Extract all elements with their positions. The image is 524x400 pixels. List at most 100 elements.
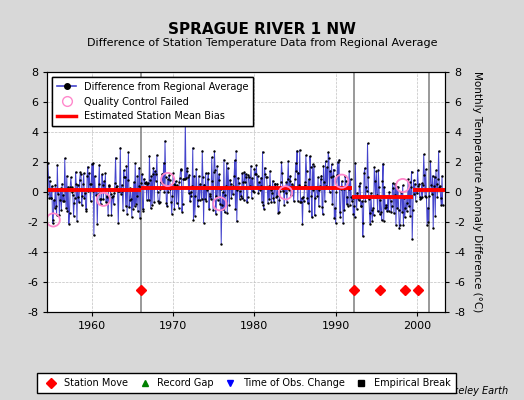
Point [189, 145, 197, 151]
Point [228, 191, 237, 198]
Point [418, 180, 426, 186]
Point [394, 184, 402, 190]
Point [80, 170, 88, 176]
Point [223, 209, 232, 216]
Point [47, 195, 56, 202]
Point [293, 198, 302, 204]
Point [402, 192, 410, 199]
Point [339, 220, 347, 227]
Point [287, 192, 295, 198]
Legend: Station Move, Record Gap, Time of Obs. Change, Empirical Break: Station Move, Record Gap, Time of Obs. C… [37, 374, 456, 393]
Point [136, 184, 145, 190]
Point [113, 182, 121, 189]
Point [212, 211, 220, 217]
Point [298, 221, 307, 228]
Point [130, 203, 139, 209]
Point [214, 197, 222, 203]
Point [54, 191, 62, 197]
Point [383, 208, 391, 215]
Point [43, 191, 51, 198]
Point [227, 195, 236, 201]
Point [200, 181, 209, 188]
Point [279, 187, 287, 194]
Point [151, 168, 159, 174]
Point [321, 158, 330, 164]
Point [245, 185, 254, 191]
Point [286, 178, 294, 184]
Point [134, 208, 142, 215]
Point [319, 211, 327, 218]
Point [376, 196, 385, 203]
Point [309, 186, 318, 193]
Point [112, 184, 121, 190]
Point [181, 118, 190, 124]
Point [325, 189, 334, 195]
Point [254, 190, 263, 196]
Point [353, 190, 362, 196]
Point [64, 183, 72, 190]
Point [408, 236, 417, 242]
Point [210, 148, 219, 154]
Point [356, 180, 364, 187]
Point [176, 175, 184, 181]
Point [239, 196, 248, 203]
Point [433, 194, 441, 200]
Point [252, 170, 260, 177]
Point [261, 174, 270, 180]
Point [302, 152, 310, 159]
Point [332, 189, 341, 196]
Point [118, 188, 126, 194]
Point [225, 202, 234, 208]
Point [326, 168, 334, 174]
Point [305, 207, 313, 214]
Point [272, 193, 280, 200]
Point [50, 204, 59, 211]
Point [101, 170, 110, 177]
Point [152, 152, 161, 158]
Point [248, 175, 257, 182]
Point [422, 194, 431, 200]
Point [276, 188, 285, 195]
Point [99, 181, 107, 188]
Point [177, 166, 185, 172]
Point [388, 180, 397, 187]
Point [187, 189, 195, 195]
Point [179, 176, 188, 182]
Point [300, 198, 308, 204]
Point [322, 183, 331, 189]
Point [379, 218, 388, 224]
Point [129, 179, 138, 185]
Point [271, 180, 280, 187]
Point [177, 166, 185, 173]
Point [381, 202, 390, 208]
Point [316, 176, 325, 182]
Point [279, 185, 288, 191]
Point [245, 174, 253, 180]
Point [419, 182, 427, 188]
Point [68, 184, 76, 190]
Point [173, 182, 181, 188]
Point [231, 206, 239, 212]
Point [50, 197, 58, 203]
Point [83, 173, 91, 179]
Point [284, 158, 292, 164]
Point [79, 181, 87, 188]
Point [416, 196, 424, 202]
Point [311, 212, 319, 218]
Point [216, 200, 224, 207]
Point [249, 188, 258, 195]
Point [204, 170, 213, 176]
Point [277, 159, 286, 166]
Point [402, 208, 411, 214]
Point [244, 172, 253, 178]
Point [88, 160, 96, 167]
Point [351, 214, 359, 220]
Point [140, 180, 149, 186]
Point [46, 195, 54, 201]
Point [428, 191, 436, 197]
Point [189, 217, 198, 223]
Point [413, 190, 421, 196]
Point [173, 184, 182, 190]
Point [89, 160, 97, 166]
Point [312, 184, 321, 190]
